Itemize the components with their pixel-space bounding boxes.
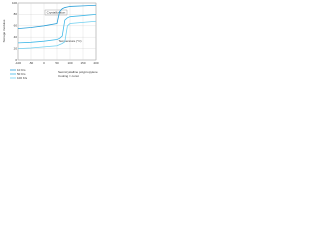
y-tick-label: 0 [15,58,17,62]
annotation: Crystallization [47,10,66,14]
x-tick-label: 150 [80,61,85,65]
legend-label: 100 K/s [17,76,28,80]
series-line [17,14,97,44]
x-tick-label: 0 [43,61,45,65]
y-tick-label: 60 [14,24,18,28]
x-tick-label: 50 [55,61,59,65]
x-tick-label: -50 [29,61,34,65]
y-tick-label: 20 [14,46,18,50]
note: Cooling = const [58,74,79,78]
series-line [17,4,97,30]
y-axis-label: Storage modulus [2,19,6,42]
y-tick-label: 40 [14,35,18,39]
legend-label: 10 K/s [17,68,26,72]
x-tick-label: -100 [15,61,21,65]
y-tick-label: 80 [14,12,18,16]
series-line [17,20,97,49]
x-tick-label: 200 [93,61,98,65]
note: Semicrystalline polypropylene [58,70,98,74]
annotation-box [44,9,68,16]
legend-label: 50 K/s [17,72,26,76]
chart: Storage modulus Temperature (°C) Crystal… [2,1,99,80]
x-tick-label: 100 [67,61,72,65]
y-tick-label: 100 [12,1,17,5]
